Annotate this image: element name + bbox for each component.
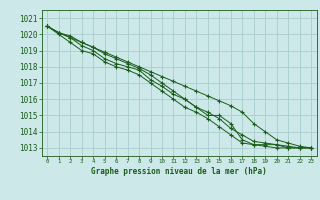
X-axis label: Graphe pression niveau de la mer (hPa): Graphe pression niveau de la mer (hPa) — [91, 167, 267, 176]
